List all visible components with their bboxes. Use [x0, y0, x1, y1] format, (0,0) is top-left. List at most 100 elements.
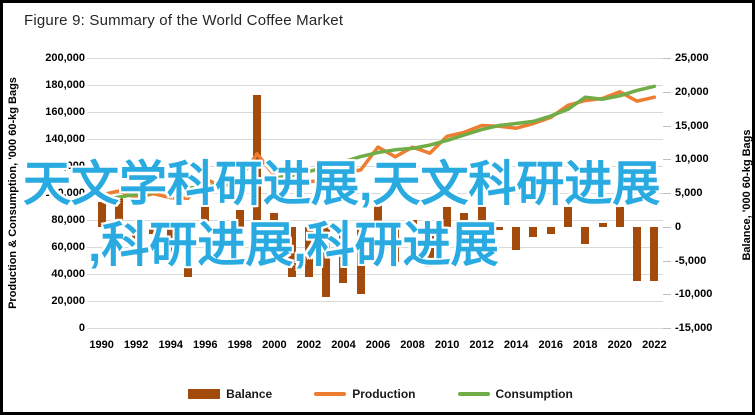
balance-bar-2004 — [339, 226, 348, 284]
left-axis-tick-label: 20,000 — [51, 295, 85, 307]
right-axis-tick-mark — [663, 125, 671, 127]
left-axis-tick-label: 180,000 — [45, 79, 85, 91]
right-axis-tick-mark — [663, 226, 671, 228]
balance-bar-2018 — [581, 226, 590, 244]
gridline — [87, 85, 663, 86]
right-axis-tick-mark — [663, 294, 671, 296]
balance-bar-1993 — [149, 226, 158, 234]
gridline — [87, 139, 663, 140]
balance-bar-2020 — [615, 206, 624, 227]
x-axis-tick-label: 2020 — [607, 339, 633, 351]
x-axis-tick-label: 2012 — [469, 339, 494, 351]
x-axis-tick-label: 2010 — [434, 339, 460, 351]
balance-bar-1990 — [97, 201, 106, 227]
left-axis-tick-label: 100,000 — [45, 187, 85, 199]
x-axis-tick-label: 1992 — [123, 339, 149, 351]
right-axis-tick-label: 10,000 — [675, 153, 709, 166]
balance-bar-2009 — [425, 226, 434, 268]
right-axis-tick-mark — [663, 260, 671, 262]
left-axis-tick-label: 60,000 — [51, 241, 85, 253]
gridline — [87, 58, 663, 59]
left-axis-tick-label: 160,000 — [45, 106, 85, 118]
balance-bar-2017 — [564, 206, 572, 227]
legend-label-balance: Balance — [226, 387, 273, 401]
consumption-swatch-icon — [457, 392, 490, 396]
balance-bar-2012 — [477, 206, 486, 227]
lines-layer — [99, 84, 657, 202]
left-axis-tick-label: 80,000 — [51, 214, 85, 226]
balance-bar-2011 — [460, 213, 469, 227]
right-axis-tick-label: 5,000 — [675, 187, 703, 199]
legend-item-balance: Balance — [188, 387, 272, 401]
chart-title: Figure 9: Summary of the World Coffee Ma… — [24, 12, 344, 29]
right-axis-tick-mark — [663, 91, 671, 93]
right-axis-tick-label: 25,000 — [675, 52, 709, 64]
legend: Balance Production Consumption — [3, 387, 752, 401]
legend-item-consumption: Consumption — [457, 387, 573, 401]
balance-swatch-icon — [188, 389, 221, 399]
balance-bar-2008 — [408, 220, 417, 227]
x-axis-tick-label: 1994 — [158, 339, 183, 351]
x-axis-tick-label: 2016 — [538, 339, 563, 351]
gridline — [87, 301, 663, 302]
legend-label-production: Production — [352, 387, 416, 401]
balance-bar-1999 — [253, 95, 262, 227]
x-axis-tick-label: 2002 — [296, 339, 322, 351]
balance-bar-2013 — [494, 226, 503, 231]
left-axis-tick-label: 120,000 — [45, 160, 85, 172]
balance-bar-2015 — [529, 226, 538, 237]
balance-bar-2005 — [356, 226, 365, 294]
gridline — [87, 274, 663, 275]
right-axis-tick-label: 15,000 — [675, 119, 709, 132]
production-line — [99, 90, 657, 201]
balance-bar-1991 — [114, 196, 123, 227]
balance-bar-2022 — [650, 226, 659, 281]
left-axis-tick-label: 200,000 — [45, 52, 85, 64]
x-axis-tick-label: 2006 — [365, 339, 391, 351]
balance-bar-2019 — [598, 223, 607, 227]
balance-bar-1995 — [184, 226, 192, 277]
consumption-line — [99, 84, 657, 202]
balance-bar-2021 — [633, 226, 642, 281]
balance-bar-2002 — [304, 226, 313, 277]
balance-bar-2014 — [512, 226, 521, 251]
balance-bar-1994 — [166, 226, 175, 264]
left-axis-tick-label: 0 — [78, 322, 85, 334]
legend-label-consumption: Consumption — [495, 387, 573, 401]
right-axis-tick-mark — [663, 159, 671, 161]
x-axis-tick-label: 2000 — [262, 339, 287, 351]
balance-bar-2010 — [443, 206, 452, 227]
x-axis-tick-label: 2008 — [400, 339, 425, 351]
x-axis-tick-label: 2004 — [331, 339, 356, 351]
right-axis-tick-label: -10,000 — [675, 288, 713, 301]
balance-bar-2006 — [374, 199, 382, 227]
gridline — [87, 247, 663, 248]
plot-area: 0 20,000 40,000 60,000 80,000 100,000 120,000 1… — [3, 3, 752, 412]
gridline — [87, 166, 663, 167]
balance-bar-2007 — [391, 226, 400, 262]
balance-bar-1997 — [218, 226, 227, 241]
right-axis-tick-mark — [663, 328, 671, 329]
right-axis-tick-mark — [663, 58, 671, 59]
x-axis-tick-label: 2018 — [573, 339, 598, 351]
right-axis-tick-mark — [663, 193, 671, 194]
gridline — [87, 328, 663, 329]
x-axis-tick-label: 1996 — [193, 339, 218, 351]
left-axis-tick-label: 140,000 — [45, 133, 85, 145]
balance-bar-1998 — [235, 209, 244, 227]
right-axis-tick-label: -5,000 — [675, 254, 707, 267]
gridline — [87, 193, 663, 194]
legend-item-production: Production — [314, 387, 416, 401]
left-axis-tick-label: 40,000 — [51, 268, 85, 280]
balance-bar-2000 — [270, 213, 279, 227]
production-swatch-icon — [314, 392, 347, 396]
balance-bar-2016 — [546, 226, 555, 234]
x-axis-tick-label: 2022 — [642, 339, 667, 351]
right-axis-tick-label: -15,000 — [675, 322, 713, 334]
x-axis-tick-label: 1990 — [89, 339, 114, 351]
gridline — [87, 112, 663, 113]
x-axis-tick-label: 1998 — [227, 339, 253, 351]
balance-bar-2001 — [287, 226, 296, 277]
balance-bar-1996 — [201, 189, 210, 227]
